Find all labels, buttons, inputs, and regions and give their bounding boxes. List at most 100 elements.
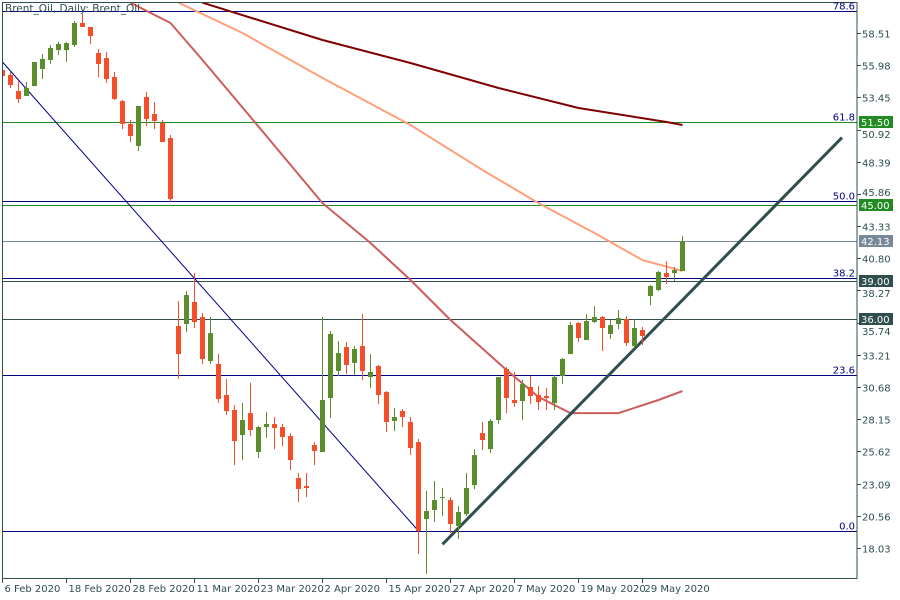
candle-bullish [656, 270, 661, 291]
candle-bearish [232, 405, 237, 465]
candle-bearish [400, 409, 405, 428]
time-tick-label: 28 Feb 2020 [133, 584, 195, 595]
fib-level-label: 23.6 [833, 366, 855, 377]
level-label-box [859, 313, 893, 325]
level-label: 36.00 [861, 315, 890, 326]
time-tick-label: 23 Mar 2020 [261, 584, 324, 595]
time-tick-label: 6 Feb 2020 [5, 584, 61, 595]
candle-body [256, 427, 261, 452]
candle-body [168, 138, 173, 199]
fib-level-label: 38.2 [833, 269, 855, 280]
candle-body [520, 384, 525, 401]
candle-body [368, 371, 373, 378]
candle-body [400, 411, 405, 418]
candle-body [624, 319, 629, 343]
candle-bullish [608, 319, 613, 340]
candle-body [312, 445, 317, 451]
downtrend-line[interactable] [3, 61, 419, 532]
candle-body [152, 114, 157, 122]
candle-bearish [176, 301, 181, 379]
candle-bearish [272, 417, 277, 450]
candle-bearish [120, 100, 125, 130]
time-tick-label: 15 Apr 2020 [389, 584, 451, 595]
candle-bullish [368, 354, 373, 389]
candle-body [576, 323, 581, 339]
candle-body [296, 478, 301, 490]
price-tick-label: 25.62 [862, 448, 891, 459]
time-tick-label: 19 May 2020 [581, 584, 646, 595]
candle-body [440, 497, 445, 499]
candle-bearish [160, 120, 165, 143]
candle-bullish [488, 419, 493, 454]
candle-bullish [616, 310, 621, 329]
candle-bearish [200, 312, 205, 364]
candle-bearish [504, 367, 509, 414]
candles [3, 14, 685, 574]
candle-body [3, 70, 5, 76]
candle-bullish [336, 340, 341, 377]
candle-bearish [288, 433, 293, 471]
candle-bearish [8, 72, 13, 88]
candle-bearish [640, 326, 645, 346]
candle-bullish [464, 472, 469, 516]
candle-body [664, 273, 669, 277]
candle-bullish [320, 317, 325, 452]
fib-level-label: 0.0 [839, 522, 855, 533]
candle-body [72, 22, 77, 45]
candle-body [584, 320, 589, 341]
chart-title: Brent_Oil, Daily: Brent_Oil [5, 3, 140, 15]
candle-body [128, 123, 133, 137]
horizontal-levels[interactable] [3, 122, 857, 320]
candle-bullish [552, 375, 557, 411]
candle-bearish [112, 72, 117, 101]
fibonacci-labels: 78.6 61.8 50.0 38.2 23.6 0.0 [833, 2, 855, 533]
candle-body [248, 413, 253, 430]
candle-body [240, 420, 245, 436]
time-axis[interactable]: 6 Feb 2020 18 Feb 2020 28 Feb 2020 11 Mar 2… [2, 578, 710, 595]
candle-bullish [208, 317, 213, 364]
candle-body [40, 58, 45, 69]
fib-level-label: 50.0 [833, 192, 855, 203]
fib-level-label: 61.8 [833, 113, 855, 124]
candle-bearish [624, 316, 629, 347]
candle-body [8, 74, 13, 86]
candle-body [416, 442, 421, 531]
moving-average-line [202, 3, 683, 126]
candle-bullish [72, 21, 77, 47]
candle-body [304, 486, 309, 488]
candle-bullish [24, 81, 29, 96]
candle-body [32, 62, 37, 87]
candle-bearish [408, 417, 413, 456]
candle-bullish [432, 480, 437, 522]
candle-body [280, 427, 285, 437]
candle-body [48, 48, 53, 60]
candle-body [216, 363, 221, 399]
candle-body [680, 241, 685, 271]
candle-body [472, 455, 477, 486]
candle-bearish [600, 316, 605, 351]
candle-body [528, 386, 533, 397]
price-tick-label: 35.74 [862, 327, 891, 338]
price-tick-label: 43.33 [862, 223, 891, 234]
candle-body [200, 317, 205, 360]
level-labels: 51.50 45.00 42.13 39.00 36.00 [859, 116, 893, 326]
candle-bullish [648, 284, 653, 305]
price-axis[interactable]: 58.51 55.98 53.45 50.92 48.39 45.86 43.33 40.80… [857, 30, 891, 556]
level-label-box [859, 235, 893, 247]
moving-averages [130, 3, 683, 415]
candle-body [640, 330, 645, 336]
candle-bearish [512, 371, 517, 407]
candle-bullish [592, 305, 597, 324]
candle-body [24, 87, 29, 96]
level-label: 39.00 [861, 277, 890, 288]
candle-body [560, 359, 565, 377]
candle-body [328, 333, 333, 399]
candle-body [448, 500, 453, 524]
price-tick-label: 53.45 [862, 94, 891, 105]
candle-bearish [344, 341, 349, 375]
price-tick-label: 40.80 [862, 255, 891, 266]
candle-body [184, 295, 189, 325]
candle-body [464, 487, 469, 515]
candle-bearish [88, 27, 93, 44]
